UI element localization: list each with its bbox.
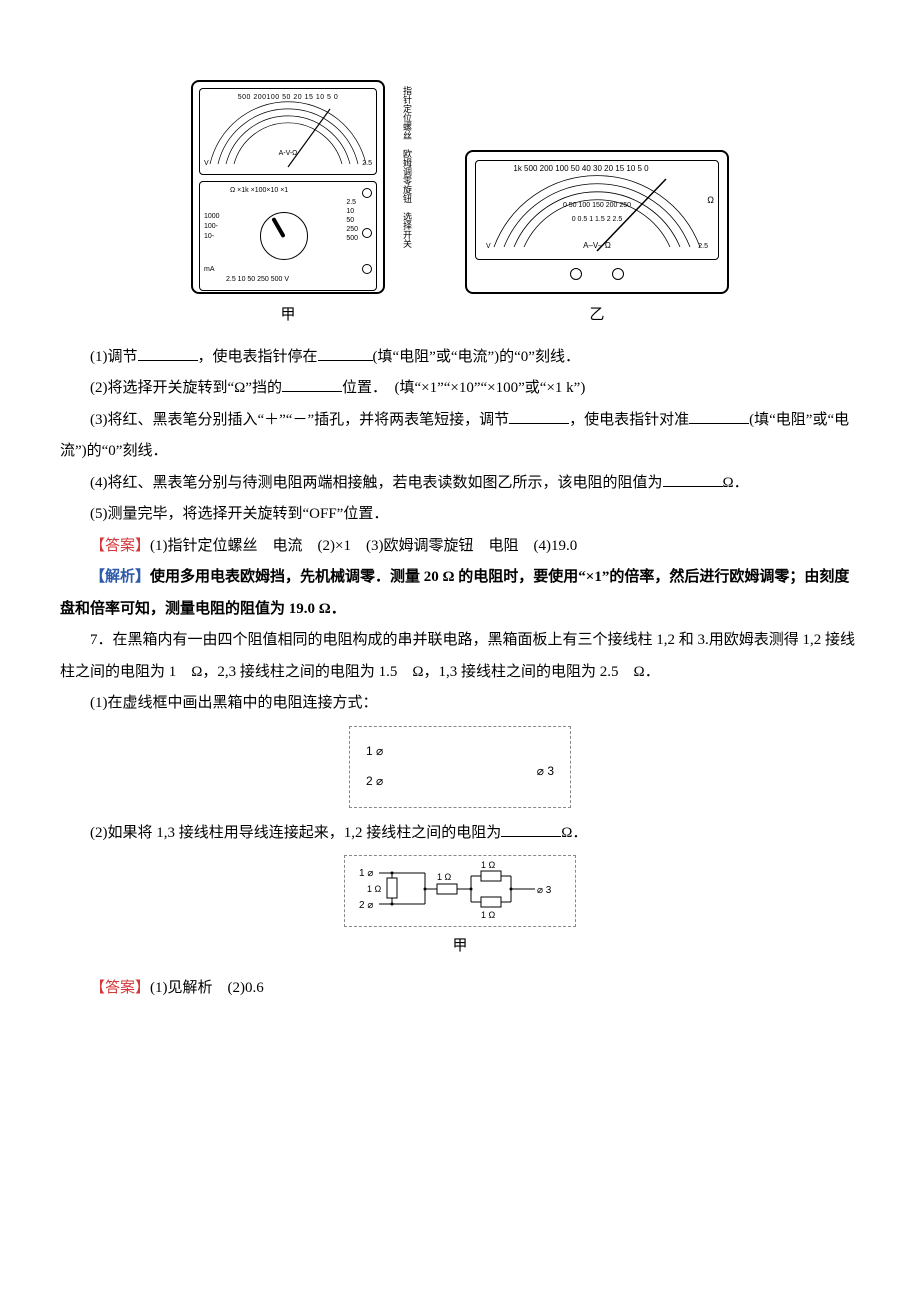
figure-a: V 2.5 A-V-Ω 500 200100 50 20 15 10 5 0 Ω… (191, 80, 385, 332)
q1-mid: ，使电表指针停在 (198, 349, 318, 365)
problem-7: 7．在黑箱内有一由四个阻值相同的电阻构成的串并联电路，黑箱面板上有三个接线柱 1… (60, 625, 860, 688)
avo-label: A-V-Ω (279, 147, 298, 162)
bottom-row: 2.5 10 50 250 500 V (226, 273, 289, 288)
ohm-label-b: Ω (707, 191, 714, 210)
caption-b: 乙 (589, 300, 604, 332)
svg-text:1 Ω: 1 Ω (367, 884, 382, 894)
q3-blank1 (509, 408, 569, 424)
figure-b: 1k 500 200 100 50 40 30 20 15 10 5 0 V 2… (465, 150, 729, 332)
svg-text:1 Ω: 1 Ω (437, 872, 452, 882)
q1: (1)调节 ，使电表指针停在 (填“电阻”或“电流”)的“0”刻线． (60, 342, 860, 374)
svg-text:1 Ω: 1 Ω (481, 910, 496, 920)
top-scale: 500 200100 50 20 15 10 5 0 (210, 91, 366, 106)
q4-suffix: Ω． (723, 475, 749, 491)
q1-prefix: (1)调节 (90, 349, 138, 365)
v-label: V (204, 157, 209, 172)
ohm-row: Ω ×1k ×100×10 ×1 (230, 184, 288, 199)
q3-prefix: (3)将红、黑表笔分别插入“＋”“－”插孔，并将两表笔短接，调节 (90, 412, 509, 428)
q2-mid: 位置． (填“×1”“×10”“×100”或“×1 k”) (342, 380, 585, 396)
low-scale-b: 0 0.5 1 1.5 2 2.5 (530, 213, 664, 228)
caption-a: 甲 (280, 300, 295, 332)
q4: (4)将红、黑表笔分别与待测电阻两端相接触，若电表读数如图乙所示，该电阻的阻值为… (60, 468, 860, 500)
multimeter-b: 1k 500 200 100 50 40 30 20 15 10 5 0 V 2… (465, 150, 729, 294)
end-val-b: 2.5 (698, 240, 708, 255)
ct2: 2 ⌀ (359, 900, 373, 911)
dial-a: V 2.5 A-V-Ω 500 200100 50 20 15 10 5 0 (199, 88, 377, 175)
q1-suffix: (填“电阻”或“电流”)的“0”刻线． (373, 349, 580, 365)
knob-area: Ω ×1k ×100×10 ×1 1000100-10- 2.510502505… (199, 181, 377, 291)
p7-2-suffix: Ω． (561, 825, 587, 841)
p7-2: (2)如果将 1,3 接线柱用导线连接起来，1,2 接线柱之间的电阻为 Ω． (60, 818, 860, 850)
terminal-2: 2 ⌀ (366, 769, 383, 794)
q3: (3)将红、黑表笔分别插入“＋”“－”插孔，并将两表笔短接，调节 ，使电表指针对准… (60, 405, 860, 468)
q2-prefix: (2)将选择开关旋转到“Ω”挡的 (90, 380, 282, 396)
v-label-b: V (486, 240, 491, 255)
q2-blank (282, 376, 342, 392)
ct1: 1 ⌀ (359, 868, 373, 879)
q3-blank2 (689, 408, 749, 424)
side-annotations: 指针定位螺丝 欧姆调零旋钮 选择开关 (401, 86, 411, 286)
explain-para: 【解析】使用多用电表欧姆挡，先机械调零．测量 20 Ω 的电阻时，要使用“×1”… (60, 562, 860, 625)
terminal-3: ⌀ 3 (537, 759, 554, 784)
answer7-text: (1)见解析 (2)0.6 (150, 980, 264, 996)
circuit-diagram: 1 ⌀ 2 ⌀ 1 Ω 1 Ω 1 Ω 1 Ω ⌀ 3 (344, 855, 576, 927)
dial-b: 1k 500 200 100 50 40 30 20 15 10 5 0 V 2… (475, 160, 719, 260)
ma-label: mA (204, 263, 215, 278)
answer-text: (1)指针定位螺丝 电流 (2)×1 (3)欧姆调零旋钮 电阻 (4)19.0 (150, 538, 577, 554)
figures-row: V 2.5 A-V-Ω 500 200100 50 20 15 10 5 0 Ω… (60, 80, 860, 332)
mid-scale-b: 0 50 100 150 200 250 (520, 199, 674, 214)
bottom-jacks (467, 268, 727, 280)
explain-text: 使用多用电表欧姆挡，先机械调零．测量 20 Ω 的电阻时，要使用“×1”的倍率，… (60, 569, 849, 617)
svg-text:1 Ω: 1 Ω (481, 860, 496, 870)
p7-2-prefix: (2)如果将 1,3 接线柱用导线连接起来，1,2 接线柱之间的电阻为 (90, 825, 501, 841)
right-col: 2.51050250500 (346, 198, 358, 243)
jack-2 (362, 228, 372, 238)
q5: (5)测量完毕，将选择开关旋转到“OFF”位置． (60, 499, 860, 531)
ohm-scale-b: 1k 500 200 100 50 40 30 20 15 10 5 0 (494, 161, 668, 178)
avo-label-b: A–V– Ω (583, 238, 611, 255)
answer7-label: 【答案】 (90, 980, 150, 996)
terminal-1: 1 ⌀ (366, 739, 383, 764)
circuit-caption: 甲 (60, 931, 860, 963)
jack-1 (362, 188, 372, 198)
q4-blank (663, 471, 723, 487)
multimeter-a: V 2.5 A-V-Ω 500 200100 50 20 15 10 5 0 Ω… (191, 80, 385, 294)
blackbox-frame: 1 ⌀ 2 ⌀ ⌀ 3 (349, 726, 571, 808)
p7-2-blank (501, 821, 561, 837)
q3-mid: ，使电表指针对准 (569, 412, 689, 428)
jack-left (570, 268, 582, 280)
svg-text:⌀ 3: ⌀ 3 (537, 885, 552, 896)
q1-blank2 (318, 345, 373, 361)
q2: (2)将选择开关旋转到“Ω”挡的 位置． (填“×1”“×10”“×100”或“×… (60, 373, 860, 405)
left-col: 1000100-10- (204, 212, 220, 241)
answer-label: 【答案】 (90, 538, 150, 554)
p7-1: (1)在虚线框中画出黑箱中的电阻连接方式： (60, 688, 860, 720)
q4-prefix: (4)将红、黑表笔分别与待测电阻两端相接触，若电表读数如图乙所示，该电阻的阻值为 (90, 475, 663, 491)
answer7-line: 【答案】(1)见解析 (2)0.6 (60, 973, 860, 1005)
jack-right (612, 268, 624, 280)
q1-blank1 (138, 345, 198, 361)
end-val: 2.5 (362, 157, 372, 172)
jack-3 (362, 264, 372, 274)
selector-knob (260, 212, 308, 260)
answer-line: 【答案】(1)指针定位螺丝 电流 (2)×1 (3)欧姆调零旋钮 电阻 (4)1… (60, 531, 860, 563)
explain-label: 【解析】 (90, 569, 150, 585)
